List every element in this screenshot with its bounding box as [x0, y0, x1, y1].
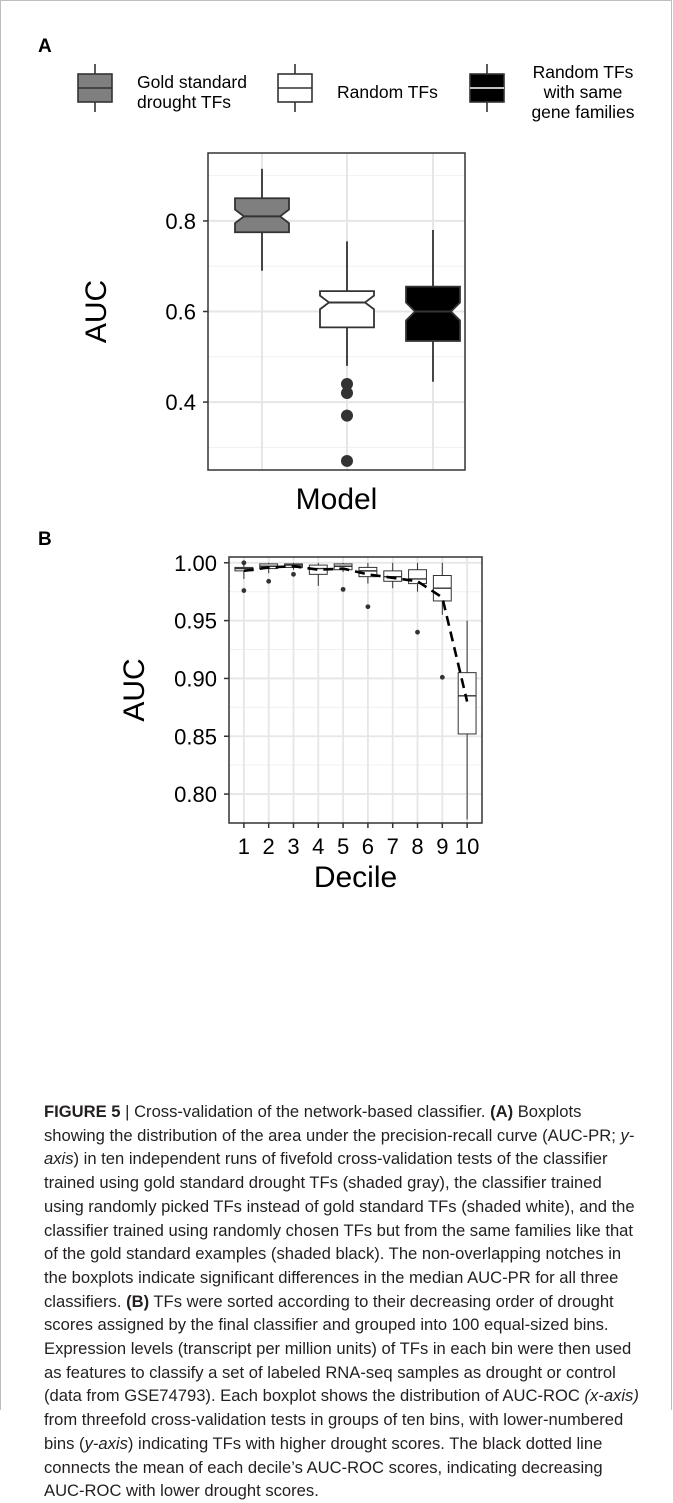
panel-b-xtick-label: 3 — [287, 834, 299, 859]
panel-b-ytick-label: 0.90 — [174, 666, 217, 691]
box-body — [408, 569, 427, 585]
panel-b-xtick-label: 6 — [362, 834, 374, 859]
panel-a-ytick-label: 0.4 — [165, 390, 196, 415]
legend-key-2 — [277, 64, 313, 112]
panel-a-letter: A — [38, 36, 52, 57]
box-outlier-point — [415, 629, 420, 635]
panel-b-letter: B — [38, 529, 52, 550]
panel-b-box-decile-6 — [358, 562, 378, 610]
figure-caption: FIGURE 5 | Cross-validation of the netwo… — [44, 1100, 644, 1503]
box-outlier-point — [439, 674, 445, 680]
legend-key-1 — [77, 64, 113, 112]
panel-b-xtick-label: 1 — [238, 834, 250, 859]
box-outlier-point — [266, 578, 272, 584]
panel-b-xtick-label: 8 — [411, 834, 423, 859]
box-outlier-point — [365, 604, 371, 610]
caption-separator: | — [120, 1102, 135, 1121]
panel-b-xtick-label: 7 — [387, 834, 399, 859]
caption-figure-label: FIGURE 5 — [44, 1102, 121, 1121]
caption-b-text-3: ) indicating TFs with higher drought sco… — [44, 1433, 603, 1501]
caption-a-text-2: ) in ten independent runs of fivefold cr… — [44, 1149, 635, 1311]
panel-b-box-decile-5 — [333, 562, 353, 592]
panel-a-box-3 — [405, 229, 461, 382]
caption-a-text-1: Boxplots showing the distribution of the… — [44, 1102, 621, 1145]
panel-b-ytick-label: 0.95 — [174, 609, 217, 634]
box-outlier-point — [341, 409, 353, 422]
panel-b-xtick-label: 5 — [337, 834, 349, 859]
box-outlier-point — [340, 586, 346, 592]
panel-a-box-2 — [319, 241, 375, 467]
caption-intro: Cross-validation of the network-based cl… — [134, 1102, 491, 1121]
caption-a-label: (A) — [490, 1102, 514, 1121]
panel-b-ylabel: AUC — [118, 658, 151, 721]
panel-a-legend: Gold standard drought TFs Random TFs Random… — [77, 62, 635, 122]
box-outlier-point — [341, 387, 353, 400]
panel-b-ytick-label: 0.80 — [174, 782, 217, 807]
panel-a-ytick-label: 0.8 — [165, 209, 196, 234]
legend-label-3: Random TFs with same gene families — [531, 62, 634, 122]
box-outlier-point — [341, 377, 353, 390]
box-outlier-point — [241, 560, 247, 566]
legend-key-3 — [469, 64, 505, 112]
panel-b-ytick-label: 1.00 — [174, 551, 217, 576]
panel-b-mean-line — [243, 564, 469, 702]
panel-b-xtick-label: 9 — [436, 834, 448, 859]
panel-b-xtick-label: 10 — [455, 834, 479, 859]
legend-label-2: Random TFs — [337, 82, 438, 102]
caption-a-yaxis: y-axis — [44, 1125, 635, 1169]
panel-b-box-decile-8 — [408, 562, 427, 635]
panel-b-ytick-label: 0.85 — [174, 724, 217, 749]
panel-b-chart: B 0.80 0.85 0.90 0.95 1.00 1 2 3 4 5 6 7 8 9 10 AUC Decil… — [38, 529, 483, 894]
box-outlier-point — [341, 454, 353, 467]
box-body — [234, 197, 290, 234]
box-body — [457, 672, 477, 735]
panel-b-box-decile-1 — [234, 560, 254, 593]
box-body — [405, 285, 461, 342]
caption-b-text-1: TFs were sorted according to their decre… — [44, 1291, 632, 1406]
legend-label-1: Gold standard drought TFs — [137, 72, 247, 112]
panel-b-frame — [228, 556, 483, 824]
box-body — [319, 290, 375, 329]
caption-b-xaxis: (x-axis) — [584, 1386, 639, 1406]
figure-frame — [0, 0, 672, 1410]
figure-canvas: A Gold standard drought TFs Random TFs Rando… — [38, 36, 635, 894]
caption-b-label: (B) — [126, 1291, 150, 1311]
panel-b-xtick-label: 2 — [263, 834, 275, 859]
panel-b-xlabel: Decile — [314, 861, 397, 894]
box-outlier-point — [291, 571, 296, 577]
panel-a-ytick-label: 0.6 — [165, 300, 196, 325]
panel-a-ylabel: AUC — [80, 280, 113, 343]
panel-a-box-1 — [234, 168, 290, 271]
panel-b-xtick-label: 4 — [312, 834, 324, 859]
panel-a-chart: A Gold standard drought TFs Random TFs Rando… — [38, 36, 635, 516]
box-outlier-point — [241, 588, 247, 593]
panel-a-xlabel: Model — [296, 483, 378, 516]
caption-b-yaxis: y-axis — [84, 1433, 128, 1453]
